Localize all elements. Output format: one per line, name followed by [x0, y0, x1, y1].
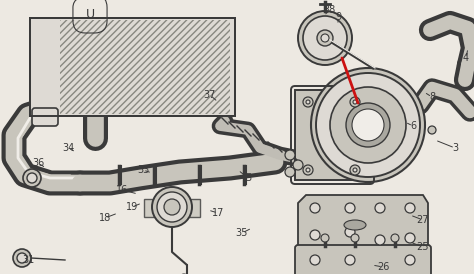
Text: 5: 5 — [245, 173, 251, 183]
Bar — [30, 18, 235, 116]
Bar — [144, 199, 200, 217]
Circle shape — [350, 97, 360, 107]
Text: 34: 34 — [62, 143, 74, 153]
Ellipse shape — [344, 220, 366, 230]
Text: 19: 19 — [126, 202, 138, 212]
Circle shape — [152, 187, 192, 227]
Circle shape — [353, 100, 357, 104]
Circle shape — [321, 34, 329, 42]
Bar — [60, 20, 230, 114]
Circle shape — [285, 150, 295, 160]
Circle shape — [352, 109, 384, 141]
Text: 25: 25 — [417, 242, 429, 252]
Circle shape — [316, 73, 420, 177]
Circle shape — [157, 192, 187, 222]
Circle shape — [391, 234, 399, 242]
Circle shape — [17, 253, 27, 263]
Text: 38: 38 — [323, 5, 335, 15]
Circle shape — [310, 255, 320, 265]
Circle shape — [306, 100, 310, 104]
Circle shape — [375, 203, 385, 213]
Circle shape — [346, 103, 390, 147]
Text: 6: 6 — [410, 121, 416, 131]
Circle shape — [330, 87, 406, 163]
Text: 16: 16 — [116, 185, 128, 195]
Bar — [30, 18, 235, 116]
Circle shape — [303, 97, 313, 107]
Bar — [295, 90, 370, 180]
Circle shape — [428, 126, 436, 134]
Circle shape — [27, 173, 37, 183]
Text: 18: 18 — [99, 213, 111, 223]
FancyBboxPatch shape — [32, 108, 58, 126]
Circle shape — [306, 168, 310, 172]
Circle shape — [311, 68, 425, 182]
Text: 36: 36 — [32, 158, 44, 168]
Text: 27: 27 — [417, 215, 429, 225]
Circle shape — [345, 203, 355, 213]
Text: 9: 9 — [335, 12, 341, 22]
Text: 31: 31 — [22, 255, 34, 265]
Circle shape — [298, 11, 352, 65]
Circle shape — [375, 235, 385, 245]
Circle shape — [405, 255, 415, 265]
Circle shape — [405, 233, 415, 243]
Text: 4: 4 — [463, 53, 469, 63]
Circle shape — [164, 199, 180, 215]
Circle shape — [351, 234, 359, 242]
Circle shape — [310, 230, 320, 240]
Text: 35: 35 — [236, 228, 248, 238]
Circle shape — [350, 165, 360, 175]
Text: 3: 3 — [452, 143, 458, 153]
Text: 8: 8 — [429, 92, 435, 102]
Circle shape — [353, 168, 357, 172]
Text: U: U — [85, 7, 94, 21]
Circle shape — [23, 169, 41, 187]
Circle shape — [310, 203, 320, 213]
Circle shape — [303, 165, 313, 175]
Circle shape — [13, 249, 31, 267]
Text: 17: 17 — [212, 208, 224, 218]
Text: 37: 37 — [204, 90, 216, 100]
Polygon shape — [298, 195, 428, 250]
Circle shape — [345, 227, 355, 237]
Text: 33: 33 — [137, 165, 149, 175]
Text: 26: 26 — [377, 262, 389, 272]
Circle shape — [303, 16, 347, 60]
Circle shape — [405, 203, 415, 213]
Circle shape — [285, 167, 295, 177]
Circle shape — [321, 234, 329, 242]
Circle shape — [317, 30, 333, 46]
Circle shape — [293, 160, 303, 170]
FancyBboxPatch shape — [295, 245, 431, 274]
Circle shape — [345, 255, 355, 265]
